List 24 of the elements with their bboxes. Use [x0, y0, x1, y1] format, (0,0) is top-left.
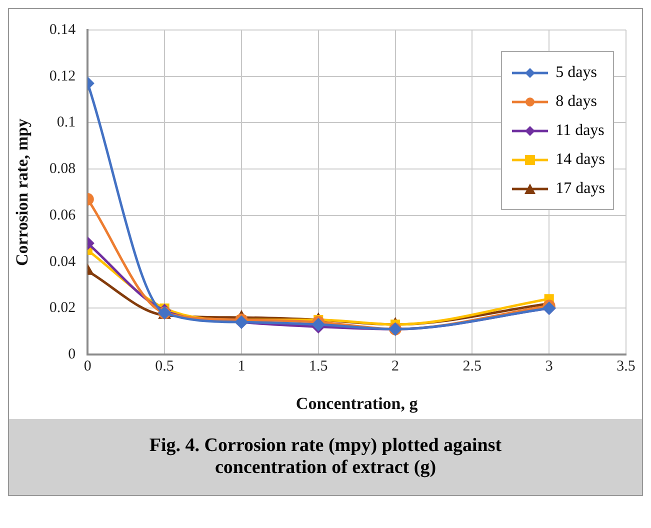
y-tick-label: 0.08	[49, 161, 76, 178]
y-tick-label: 0.14	[49, 22, 76, 38]
y-tick-label: 0.02	[49, 300, 76, 316]
caption: Fig. 4. Corrosion rate (mpy) plotted against concentration of extract (g)	[148, 435, 503, 479]
y-tick-label: 0.12	[49, 68, 76, 84]
x-axis-title: Concentration, g	[296, 394, 418, 414]
legend-label: 11 days	[556, 122, 604, 140]
legend-label: 8 days	[556, 92, 597, 110]
y-axis-title: Corrosion rate, mpy	[12, 118, 32, 266]
y-tick-label: 0.04	[49, 254, 76, 270]
x-tick-label: 3	[545, 358, 553, 375]
x-tick-label: 2.5	[462, 358, 482, 375]
legend-label: 14 days	[556, 150, 605, 168]
x-tick-label: 1.5	[308, 358, 328, 375]
legend-label: 5 days	[556, 64, 597, 82]
x-tick-label: 0.5	[155, 358, 174, 375]
y-tick-label: 0.1	[56, 114, 76, 131]
y-tick-label: 0	[68, 346, 76, 363]
x-tick-label: 0	[84, 358, 92, 375]
x-tick-label: 2	[392, 358, 400, 375]
legend-label: 17 days	[556, 180, 605, 198]
x-tick-label: 1	[238, 358, 246, 375]
y-tick-label: 0.06	[49, 207, 76, 224]
x-tick-label: 3.5	[616, 358, 636, 375]
